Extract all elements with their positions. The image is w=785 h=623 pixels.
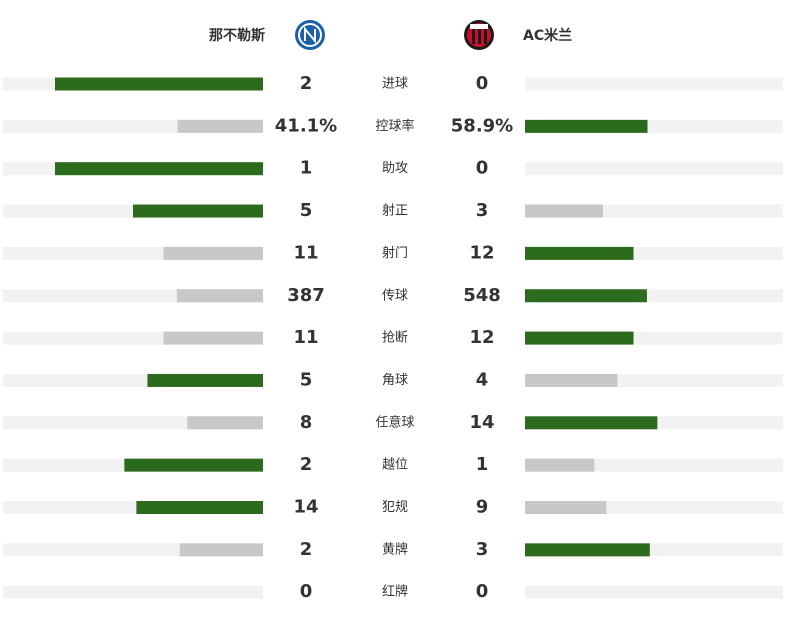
away-value: 3 <box>476 200 489 221</box>
away-bar <box>525 289 647 303</box>
stat-label: 传球 <box>382 288 408 303</box>
away-bar <box>525 246 634 260</box>
away-value: 0 <box>476 158 489 179</box>
away-bar <box>525 373 618 387</box>
away-value: 12 <box>469 242 494 263</box>
stat-label: 助攻 <box>382 161 408 176</box>
away-value: 58.9% <box>451 115 513 136</box>
away-value: 3 <box>476 539 489 560</box>
away-team-name: AC米兰 <box>523 27 572 44</box>
home-value: 387 <box>287 285 325 306</box>
away-value: 14 <box>469 412 494 433</box>
home-bar <box>133 204 263 218</box>
away-bar <box>525 543 650 557</box>
stat-label: 抢断 <box>382 330 408 346</box>
away-track <box>525 162 783 176</box>
stat-label: 红牌 <box>382 584 408 600</box>
away-bar <box>525 458 595 472</box>
home-value: 0 <box>300 581 313 602</box>
home-team-logo <box>295 20 325 50</box>
away-track <box>525 77 783 91</box>
away-value: 9 <box>476 497 489 518</box>
stat-label: 射门 <box>382 245 408 261</box>
home-bar <box>55 77 263 91</box>
stat-label: 角球 <box>382 373 408 388</box>
home-bar <box>55 162 263 176</box>
stat-label: 黄牌 <box>382 541 408 557</box>
home-bar <box>179 543 263 557</box>
away-value: 0 <box>476 581 489 602</box>
stat-label: 任意球 <box>375 414 414 430</box>
home-bar <box>187 416 263 430</box>
home-team-name: 那不勒斯 <box>209 27 265 44</box>
away-value: 12 <box>469 327 494 348</box>
home-bar <box>163 331 263 345</box>
home-value: 8 <box>300 412 313 433</box>
stat-label: 控球率 <box>375 118 414 134</box>
home-value: 2 <box>300 539 313 560</box>
home-bar <box>147 373 263 387</box>
home-value: 11 <box>293 242 318 263</box>
home-value: 5 <box>300 369 313 390</box>
away-value: 0 <box>476 73 489 94</box>
away-bar <box>525 119 648 133</box>
away-bar <box>525 204 603 218</box>
away-value: 548 <box>463 285 501 306</box>
home-value: 1 <box>300 158 313 179</box>
home-value: 2 <box>300 454 313 475</box>
away-team-logo <box>464 20 494 50</box>
away-track <box>525 585 783 599</box>
away-bar <box>525 501 607 514</box>
stat-label: 犯规 <box>382 500 408 515</box>
home-value: 11 <box>293 327 318 348</box>
home-bar <box>163 246 263 260</box>
away-value: 4 <box>476 369 489 390</box>
stat-label: 射正 <box>382 203 408 219</box>
away-value: 1 <box>476 454 489 475</box>
home-bar <box>176 289 263 303</box>
home-bar <box>124 458 263 472</box>
home-bar <box>177 119 263 133</box>
away-bar <box>525 416 658 430</box>
home-value: 5 <box>300 200 313 221</box>
home-bar <box>136 501 263 514</box>
home-value: 2 <box>300 73 313 94</box>
home-value: 14 <box>293 497 318 518</box>
away-bar <box>525 331 634 345</box>
stat-label: 进球 <box>382 77 408 92</box>
stat-label: 越位 <box>382 458 408 473</box>
home-track <box>3 585 263 599</box>
home-value: 41.1% <box>275 115 337 136</box>
